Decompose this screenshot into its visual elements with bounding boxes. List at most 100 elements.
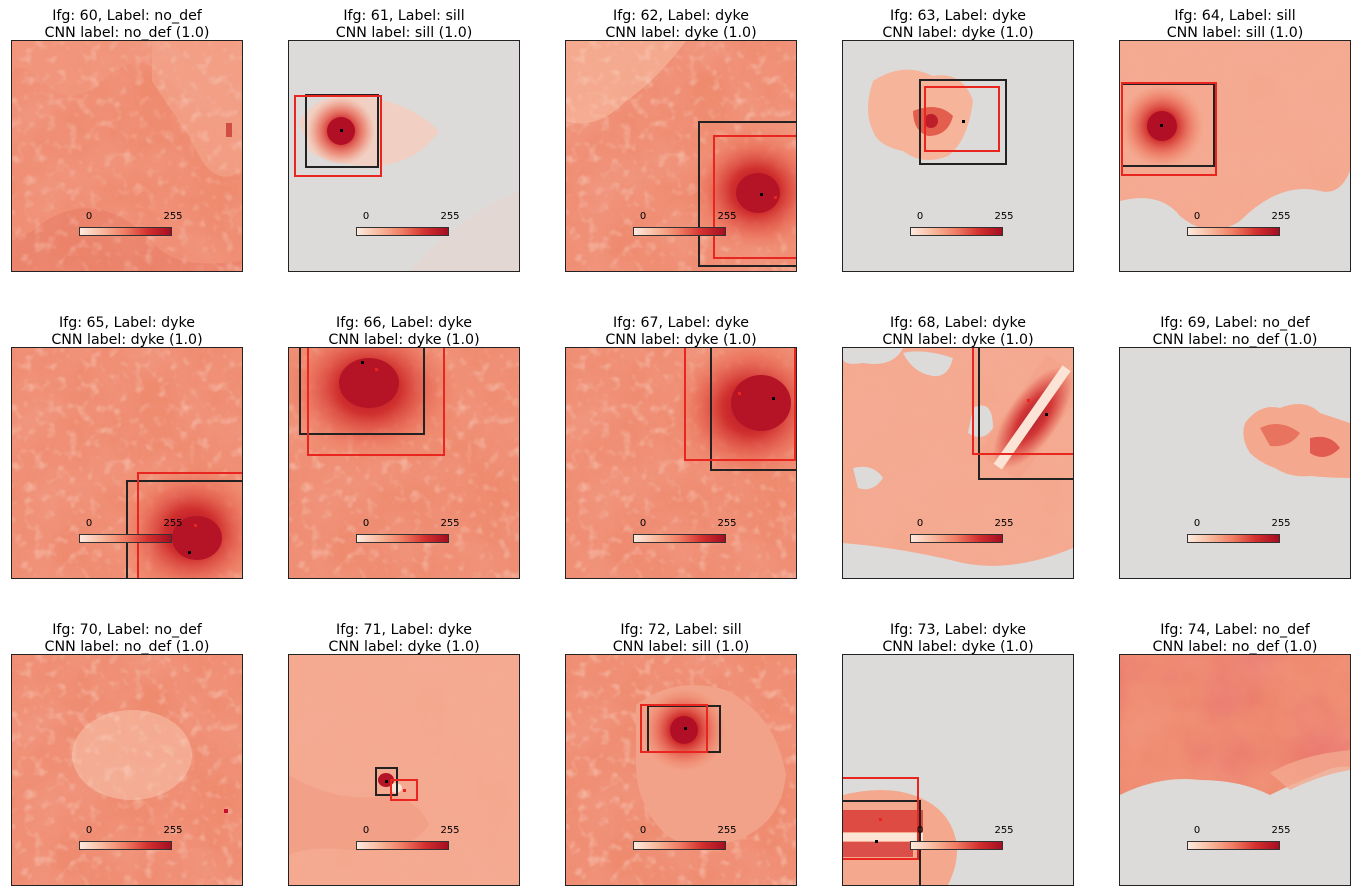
- bounding-boxes: [294, 94, 382, 177]
- panel-title: Ifg: 67, Label: dyke CNN label: dyke (1.…: [525, 315, 837, 348]
- title-line-label: Ifg: 74, Label: no_def: [1160, 622, 1310, 638]
- cnn-centre-marker: [1027, 399, 1030, 402]
- colorbar-min-label: 0: [1193, 825, 1201, 836]
- colorbar: [1187, 227, 1280, 236]
- bounding-boxes: [1121, 82, 1217, 176]
- cnn-bbox: [390, 779, 418, 801]
- colorbar: [356, 534, 449, 543]
- heatmap: [12, 41, 242, 271]
- label-centre-marker: [385, 780, 388, 783]
- heatmap: [566, 348, 796, 578]
- colorbar: [633, 534, 726, 543]
- title-line-cnn: CNN label: sill (1.0): [335, 24, 473, 41]
- title-line-label: Ifg: 64, Label: sill: [1174, 8, 1296, 24]
- colorbar-min-label: 0: [362, 825, 370, 836]
- panel-ifg-66: Ifg: 66, Label: dyke CNN label: dyke (1.…: [288, 315, 520, 579]
- colorbar: [633, 841, 726, 850]
- label-centre-marker: [760, 193, 763, 196]
- label-centre-marker: [361, 361, 364, 364]
- cnn-centre-marker: [194, 524, 197, 527]
- panel-ifg-71: Ifg: 71, Label: dyke CNN label: dyke (1.…: [288, 622, 520, 886]
- heatmap: [566, 655, 796, 885]
- colorbar-min-label: 0: [916, 211, 924, 222]
- panel-ifg-67: Ifg: 67, Label: dyke CNN label: dyke (1.…: [565, 315, 797, 579]
- colorbar-min-label: 0: [1193, 211, 1201, 222]
- panel-title: Ifg: 64, Label: sill CNN label: sill (1.…: [1079, 8, 1360, 41]
- label-bbox: [299, 348, 425, 435]
- interferogram-image: [1119, 654, 1351, 886]
- label-centre-marker: [1160, 124, 1163, 127]
- heatmap: [1120, 655, 1350, 885]
- colorbar-max-label: 255: [163, 825, 183, 836]
- bounding-boxes: [640, 704, 721, 753]
- label-bbox: [1121, 83, 1215, 167]
- panel-ifg-64: Ifg: 64, Label: sill CNN label: sill (1.…: [1119, 8, 1351, 272]
- colorbar: [910, 534, 1003, 543]
- title-line-cnn: CNN label: sill (1.0): [1166, 24, 1304, 41]
- interferogram-image: [1119, 347, 1351, 579]
- bounding-boxes: [126, 472, 242, 578]
- heatmap: [1120, 41, 1350, 271]
- interferogram-image: [565, 40, 797, 272]
- heatmap: [843, 655, 1073, 885]
- cnn-bbox: [1121, 82, 1217, 176]
- colorbar-max-label: 255: [994, 518, 1014, 529]
- title-line-label: Ifg: 66, Label: dyke: [336, 315, 472, 331]
- title-line-cnn: CNN label: no_def (1.0): [44, 24, 210, 41]
- interferogram-image: [11, 654, 243, 886]
- cnn-bbox: [924, 86, 1000, 152]
- label-centre-marker: [962, 120, 965, 123]
- panel-ifg-74: Ifg: 74, Label: no_def CNN label: no_def…: [1119, 622, 1351, 886]
- panel-ifg-65: Ifg: 65, Label: dyke CNN label: dyke (1.…: [11, 315, 243, 579]
- title-line-cnn: CNN label: sill (1.0): [612, 638, 750, 655]
- panel-title: Ifg: 68, Label: dyke CNN label: dyke (1.…: [802, 315, 1114, 348]
- panel-title: Ifg: 61, Label: sill CNN label: sill (1.…: [248, 8, 560, 41]
- panel-title: Ifg: 65, Label: dyke CNN label: dyke (1.…: [0, 315, 283, 348]
- colorbar: [79, 534, 172, 543]
- colorbar-max-label: 255: [440, 211, 460, 222]
- colorbar-max-label: 255: [717, 825, 737, 836]
- title-line-cnn: CNN label: no_def (1.0): [1152, 331, 1318, 348]
- title-line-cnn: CNN label: dyke (1.0): [605, 24, 757, 41]
- label-centre-marker: [340, 129, 343, 132]
- title-line-cnn: CNN label: dyke (1.0): [605, 331, 757, 348]
- colorbar-max-label: 255: [440, 825, 460, 836]
- heatmap: [12, 348, 242, 578]
- label-bbox: [126, 480, 242, 578]
- cnn-bbox: [294, 95, 382, 177]
- colorbar: [79, 841, 172, 850]
- title-line-cnn: CNN label: no_def (1.0): [1152, 638, 1318, 655]
- panel-title: Ifg: 72, Label: sill CNN label: sill (1.…: [525, 622, 837, 655]
- colorbar: [910, 227, 1003, 236]
- title-line-label: Ifg: 68, Label: dyke: [890, 315, 1026, 331]
- panel-ifg-73: Ifg: 73, Label: dyke CNN label: dyke (1.…: [842, 622, 1074, 886]
- bounding-boxes: [919, 79, 1007, 165]
- colorbar-min-label: 0: [639, 211, 647, 222]
- panel-ifg-68: Ifg: 68, Label: dyke CNN label: dyke (1.…: [842, 315, 1074, 579]
- panel-ifg-60: Ifg: 60, Label: no_def CNN label: no_def…: [11, 8, 243, 272]
- title-line-label: Ifg: 65, Label: dyke: [59, 315, 195, 331]
- label-bbox: [843, 800, 921, 885]
- cnn-centre-marker: [375, 368, 378, 371]
- interferogram-image: [565, 347, 797, 579]
- cnn-bbox: [640, 704, 708, 753]
- title-line-cnn: CNN label: dyke (1.0): [328, 638, 480, 655]
- title-line-cnn: CNN label: dyke (1.0): [882, 24, 1034, 41]
- panel-title: Ifg: 60, Label: no_def CNN label: no_def…: [0, 8, 283, 41]
- interferogram-image: [842, 347, 1074, 579]
- colorbar-min-label: 0: [916, 518, 924, 529]
- interferogram-image: [565, 654, 797, 886]
- cnn-centre-marker: [738, 392, 741, 395]
- title-line-label: Ifg: 62, Label: dyke: [613, 8, 749, 24]
- label-centre-marker: [875, 840, 878, 843]
- bounding-boxes: [698, 121, 796, 267]
- interferogram-image: [11, 347, 243, 579]
- cnn-bbox: [972, 348, 1073, 455]
- cnn-bbox: [843, 777, 919, 860]
- panel-title: Ifg: 73, Label: dyke CNN label: dyke (1.…: [802, 622, 1114, 655]
- colorbar-max-label: 255: [1271, 211, 1291, 222]
- label-centre-marker: [188, 551, 191, 554]
- colorbar-max-label: 255: [1271, 518, 1291, 529]
- label-bbox: [698, 121, 796, 267]
- title-line-label: Ifg: 72, Label: sill: [620, 622, 742, 638]
